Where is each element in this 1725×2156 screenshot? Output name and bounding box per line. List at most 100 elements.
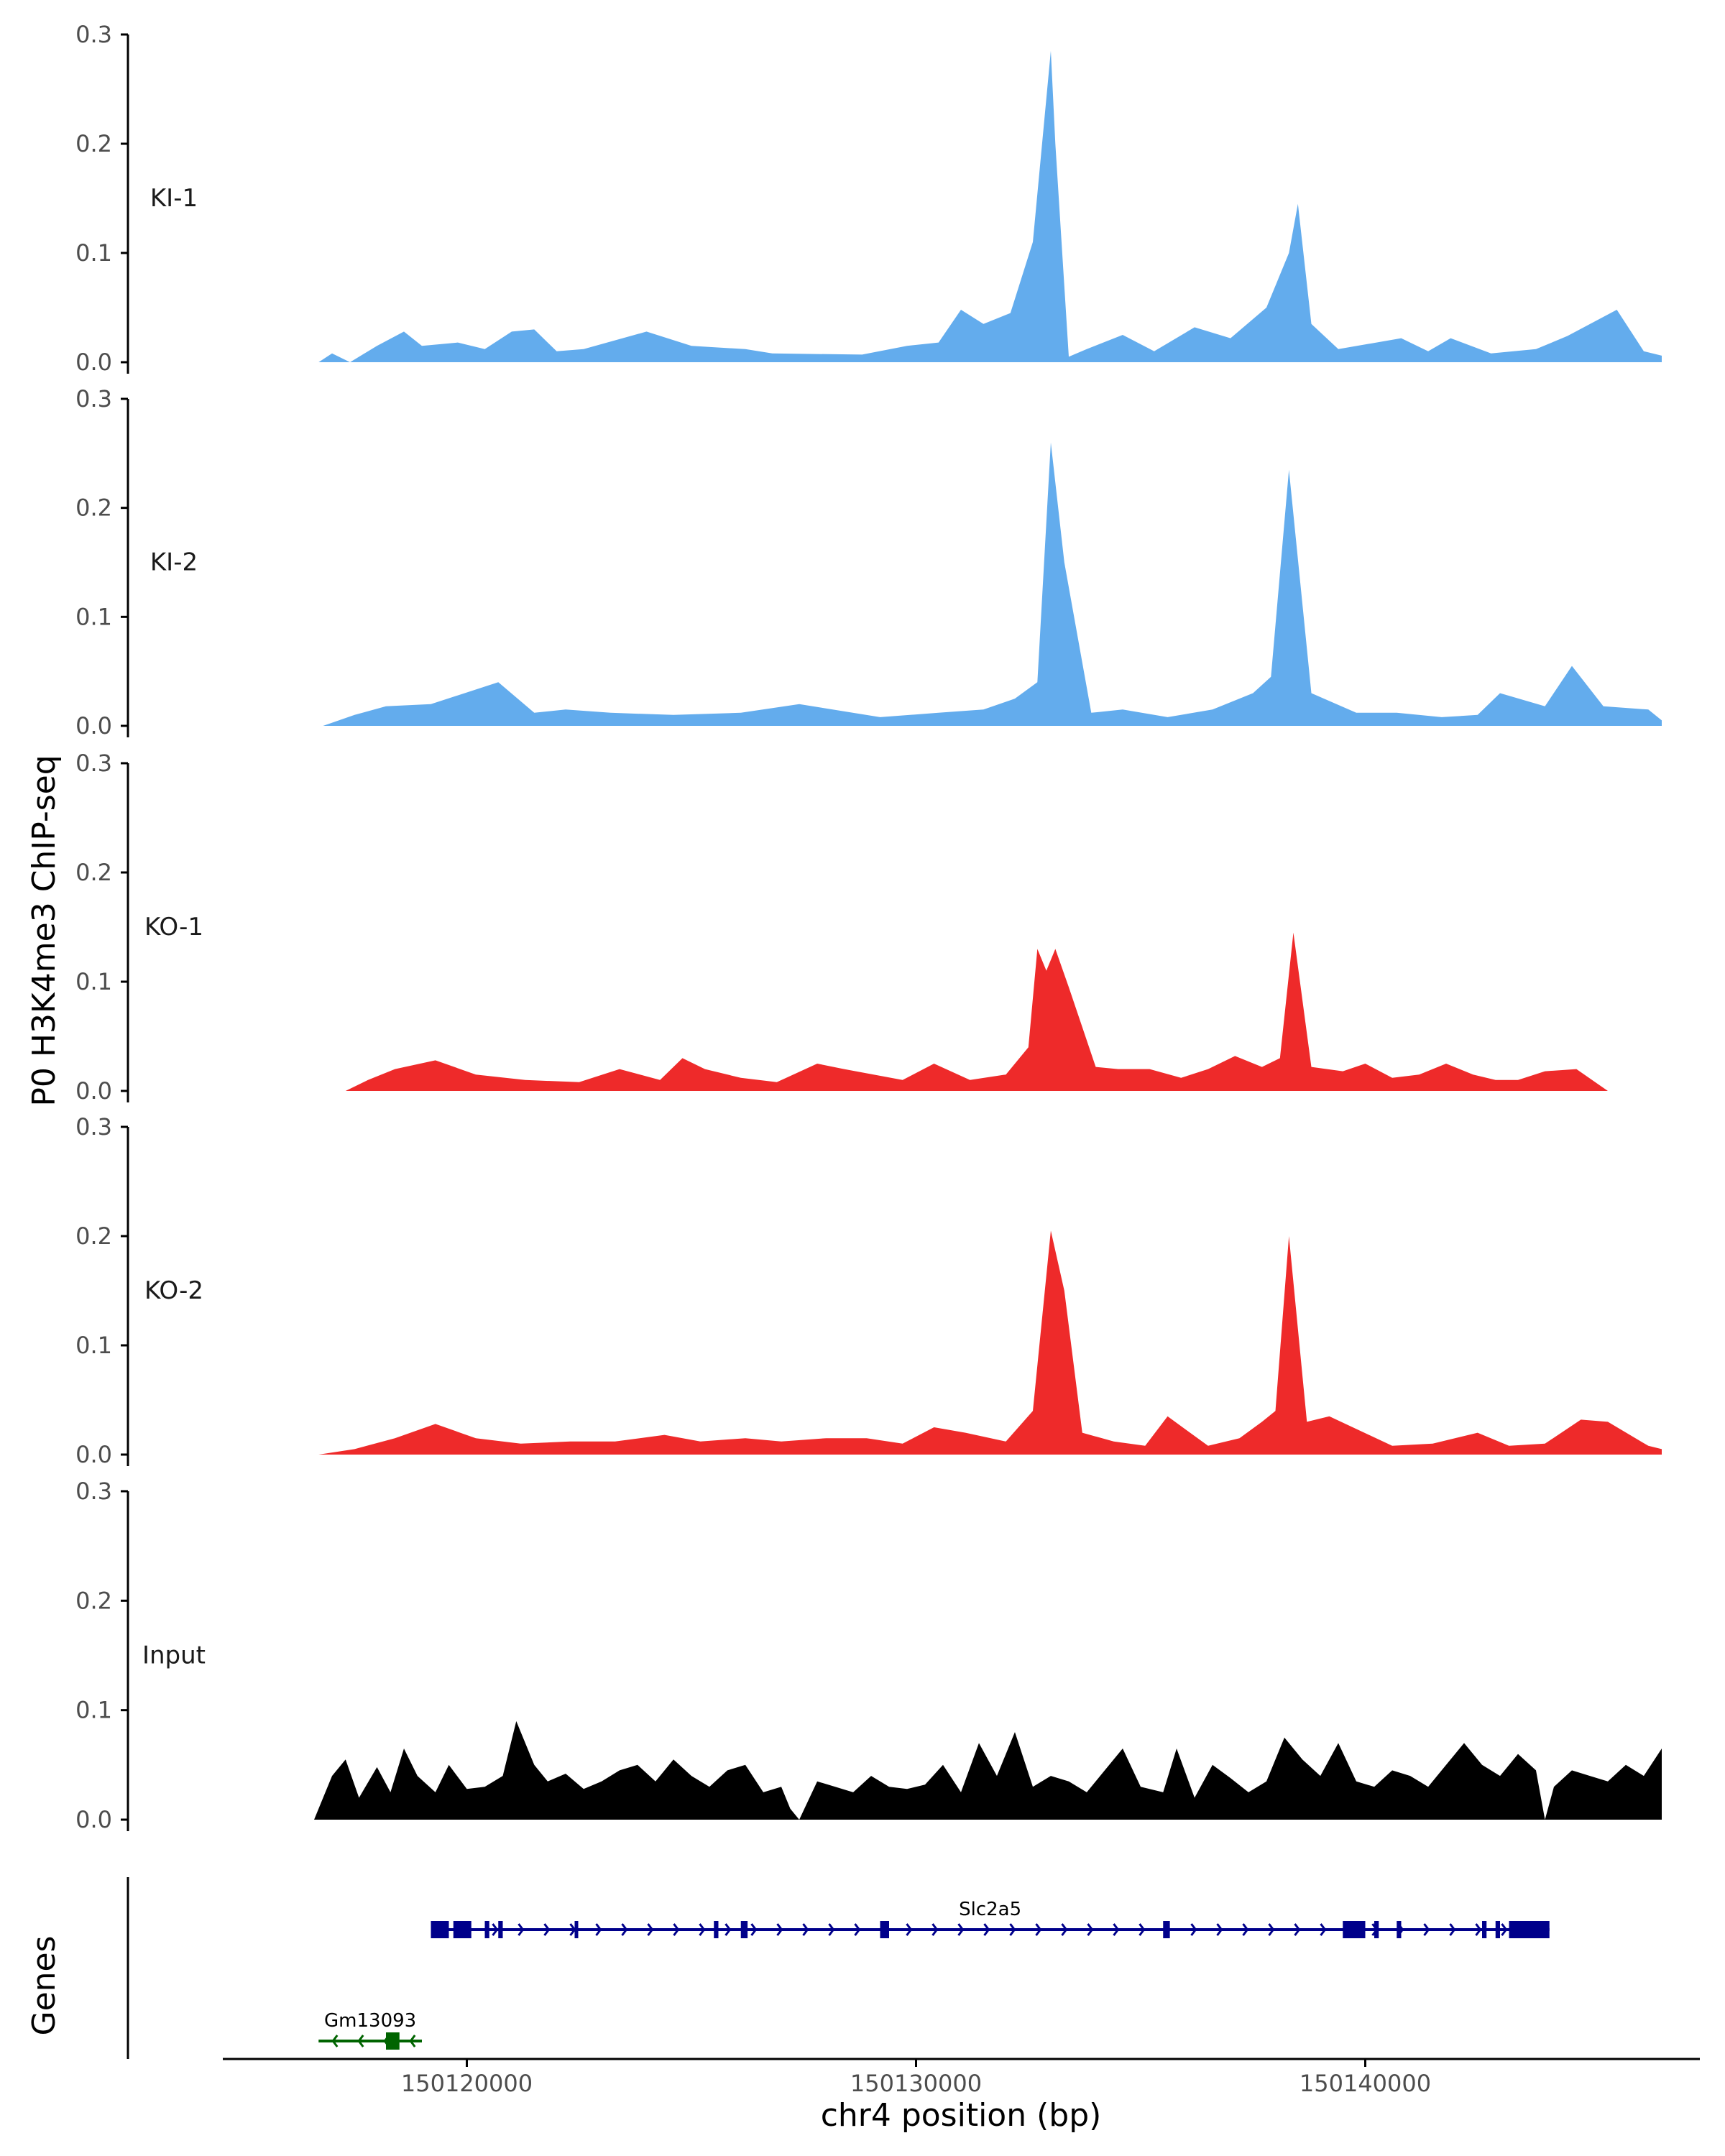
strand-chevron	[932, 1923, 939, 1936]
strand-chevron	[1216, 1923, 1223, 1936]
gene-exon	[880, 1921, 889, 1938]
strand-chevron	[518, 1923, 525, 1936]
strand-chevron	[647, 1923, 654, 1936]
gene-exon	[453, 1921, 472, 1938]
y-tick-label: 0.1	[75, 239, 112, 267]
strand-chevron	[357, 2035, 364, 2047]
y-tick-label: 0.0	[75, 1441, 112, 1468]
strand-chevron	[1087, 1923, 1094, 1936]
x-tick-label: 150120000	[401, 2070, 533, 2097]
strand-chevron	[673, 1923, 680, 1936]
y-tick-label: 0.0	[75, 1077, 112, 1105]
strand-chevron	[595, 1923, 602, 1936]
y-tick-label: 0.2	[75, 1587, 112, 1614]
strand-chevron	[802, 1923, 809, 1936]
gene-gm13093: Gm13093	[318, 2010, 422, 2050]
y-tick-label: 0.1	[75, 968, 112, 995]
y-tick-label: 0.2	[75, 130, 112, 157]
strand-chevron	[854, 1923, 861, 1936]
track-ko-2: 0.0 0.1 0.2 0.3 KO-2	[75, 1113, 1662, 1468]
track-label: KO-1	[144, 913, 203, 941]
strand-chevron	[621, 1923, 628, 1936]
x-axis-title: chr4 position (bp)	[821, 2097, 1102, 2134]
track-label: Input	[142, 1641, 206, 1670]
strand-chevron	[1294, 1923, 1301, 1936]
strand-chevron	[1268, 1923, 1275, 1936]
gene-exon	[1374, 1921, 1379, 1938]
strand-chevron	[776, 1923, 783, 1936]
strand-chevron	[1138, 1923, 1146, 1936]
gene-exon	[431, 1921, 449, 1938]
strand-chevron	[750, 1923, 758, 1936]
y-tick-label: 0.2	[75, 1222, 112, 1250]
y-tick-label: 0.3	[75, 385, 112, 413]
gene-exon	[1482, 1921, 1487, 1938]
strand-chevron	[1320, 1923, 1327, 1936]
gene-exon	[740, 1921, 748, 1938]
gene-slc2a5: Slc2a5	[431, 1899, 1550, 1938]
strand-chevron	[1009, 1923, 1016, 1936]
strand-chevron	[1061, 1923, 1068, 1936]
y-tick-label: 0.0	[75, 1806, 112, 1833]
track-label: KO-2	[144, 1276, 203, 1305]
gene-exon	[484, 1921, 489, 1938]
strand-chevron	[1242, 1923, 1249, 1936]
strand-chevron	[724, 1923, 732, 1936]
gene-exon	[1509, 1921, 1550, 1938]
gene-exon	[1495, 1921, 1500, 1938]
strand-chevron	[699, 1923, 706, 1936]
gene-exon	[1397, 1921, 1402, 1938]
track-ki-1: 0.0 0.1 0.2 0.3 KI-1	[75, 21, 1662, 376]
y-tick-label: 0.0	[75, 349, 112, 376]
y-tick-label: 0.1	[75, 1697, 112, 1724]
x-axis: 150120000 150130000 150140000	[223, 2058, 1700, 2097]
x-tick-label: 150140000	[1300, 2070, 1431, 2097]
gene-exon	[1163, 1921, 1170, 1938]
y-tick-label: 0.2	[75, 494, 112, 522]
gene-annotation-track: Slc2a5 Gm13093	[126, 1877, 1550, 2059]
gene-name-label: Gm13093	[324, 2010, 416, 2032]
gene-exon	[574, 1921, 579, 1938]
strand-chevron	[1423, 1923, 1430, 1936]
coverage-area	[318, 1230, 1662, 1455]
strand-chevron	[983, 1923, 990, 1936]
strand-chevron	[906, 1923, 913, 1936]
strand-chevron	[492, 1923, 499, 1936]
track-ki-2: 0.0 0.1 0.2 0.3 KI-2	[75, 385, 1662, 740]
y-tick-label: 0.1	[75, 1332, 112, 1359]
strand-chevron	[1190, 1923, 1197, 1936]
strand-chevron	[1501, 1923, 1508, 1936]
y-tick-label: 0.0	[75, 712, 112, 740]
track-input: 0.0 0.1 0.2 0.3 Input	[75, 1478, 1662, 1833]
coverage-area	[345, 932, 1608, 1091]
gene-exon	[498, 1921, 503, 1938]
gene-exon	[1343, 1921, 1366, 1938]
y-tick-label: 0.1	[75, 603, 112, 630]
gene-name-label: Slc2a5	[959, 1899, 1021, 1920]
y-tick-label: 0.3	[75, 1478, 112, 1505]
strand-chevron	[1449, 1923, 1456, 1936]
x-tick-label: 150130000	[850, 2070, 982, 2097]
track-ko-1: 0.0 0.1 0.2 0.3 KO-1	[75, 750, 1608, 1105]
y-tick-label: 0.2	[75, 859, 112, 886]
y-axis-title: P0 H3K4me3 ChIP-seq	[26, 755, 63, 1106]
y-tick-label: 0.3	[75, 1113, 112, 1141]
coverage-area	[323, 442, 1662, 726]
strand-chevron	[828, 1923, 835, 1936]
strand-chevron	[331, 2035, 339, 2047]
track-label: KI-2	[150, 548, 198, 577]
coverage-tracks: 0.00.10.20.3KI-10.00.10.20.3KI-20.00.10.…	[75, 21, 1662, 1833]
strand-chevron	[957, 1923, 965, 1936]
gene-exon	[386, 2032, 400, 2050]
gene-exon	[714, 1921, 719, 1938]
genes-axis-title: Genes	[26, 1935, 63, 2035]
strand-chevron	[1035, 1923, 1042, 1936]
strand-chevron	[1475, 1923, 1482, 1936]
strand-chevron	[409, 2035, 416, 2047]
coverage-area	[314, 1720, 1662, 1820]
y-tick-label: 0.3	[75, 750, 112, 777]
strand-chevron	[543, 1923, 551, 1936]
track-label: KI-1	[150, 184, 198, 213]
strand-chevron	[1113, 1923, 1120, 1936]
